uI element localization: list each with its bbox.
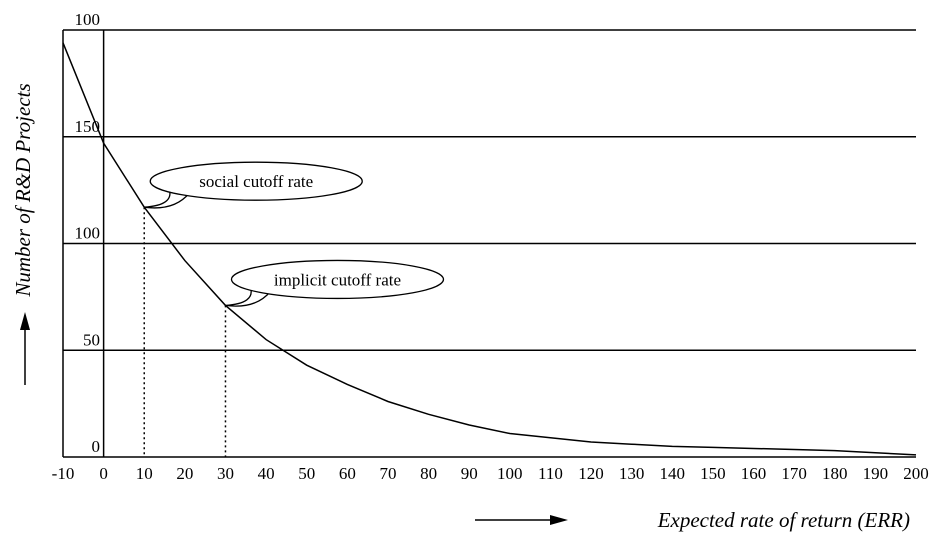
x-tick-label: 100	[497, 464, 523, 483]
x-tick-label: 120	[578, 464, 604, 483]
annotation-label: implicit cutoff rate	[274, 270, 401, 289]
x-tick-label: 110	[538, 464, 563, 483]
y-tick-label: 100	[75, 10, 101, 29]
x-tick-label: 30	[217, 464, 234, 483]
x-tick-label: 180	[822, 464, 848, 483]
x-tick-label: 60	[339, 464, 356, 483]
y-tick-label: 50	[83, 330, 100, 349]
x-tick-label: 190	[863, 464, 889, 483]
y-tick-label: 150	[75, 117, 101, 136]
x-tick-label: 0	[99, 464, 108, 483]
callout-bubble	[149, 161, 363, 201]
x-tick-label: 70	[379, 464, 396, 483]
x-tick-label: 40	[258, 464, 275, 483]
callout-bubble	[230, 259, 445, 300]
x-tick-label: 160	[741, 464, 767, 483]
x-tick-label: 150	[700, 464, 726, 483]
x-tick-label: 130	[619, 464, 645, 483]
line-series	[62, 42, 917, 456]
x-tick-label: 20	[176, 464, 193, 483]
x-tick-label: 50	[298, 464, 315, 483]
callout-tail-cover	[170, 188, 188, 195]
y-axis-arrow	[20, 312, 30, 385]
x-tick-label: 90	[461, 464, 478, 483]
annotation-label: social cutoff rate	[199, 172, 313, 191]
x-axis-label: Expected rate of return (ERR)	[657, 508, 910, 532]
x-tick-label: 140	[660, 464, 686, 483]
y-tick-label: 0	[92, 437, 101, 456]
x-tick-label: 10	[136, 464, 153, 483]
y-axis-label: Number of R&D Projects	[11, 83, 35, 297]
y-tick-label: 100	[75, 224, 101, 243]
x-tick-label: 80	[420, 464, 437, 483]
x-axis-arrow	[475, 515, 568, 525]
x-tick-label: 170	[781, 464, 807, 483]
x-tick-label: -10	[52, 464, 75, 483]
x-tick-label: 200	[903, 464, 929, 483]
callout-tail-cover	[252, 286, 269, 293]
